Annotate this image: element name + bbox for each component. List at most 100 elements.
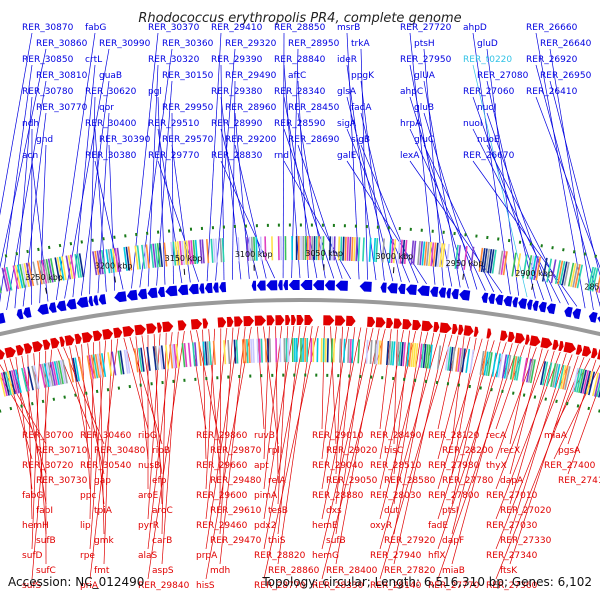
- gene-label: bisC: [384, 446, 403, 456]
- callout-line: [69, 346, 91, 460]
- gene-label: thyX: [486, 461, 507, 471]
- reverse-strand-genes: [0, 315, 600, 360]
- scale-tick-label: 3100 kbp: [235, 250, 273, 259]
- gene-label: RER_26640: [540, 39, 592, 49]
- gene-label: fmt: [94, 566, 110, 576]
- gene-label: sigB: [351, 135, 370, 145]
- gene-label: sufD: [22, 551, 43, 561]
- gene-label: RER_28950: [288, 39, 340, 49]
- gene-label: RER_27060: [463, 87, 515, 97]
- gene-label: RER_28860: [268, 566, 320, 576]
- gene-label: RER_28140: [370, 581, 422, 591]
- callout-line: [215, 48, 236, 281]
- gene-label: crtL: [85, 55, 102, 65]
- callout-line: [135, 336, 149, 460]
- gene-label: gnd: [36, 135, 53, 145]
- gene-label: RER_29470: [210, 536, 262, 546]
- gene-label: ahpC: [400, 87, 423, 97]
- gene-label: RER_28340: [274, 87, 326, 97]
- gene-label: RER_30870: [22, 23, 74, 33]
- gene-label: RER_28510: [370, 461, 422, 471]
- gene-label: RER_27010: [486, 491, 538, 501]
- gene-label: ribG: [138, 431, 157, 441]
- gene-label: RER_28590: [274, 119, 326, 129]
- callout-line: [486, 144, 569, 305]
- gene-label: RER_26410: [526, 87, 578, 97]
- gene-label: ptsH: [414, 39, 435, 49]
- gene-label: RER_26920: [526, 55, 578, 65]
- callout-line: [360, 144, 419, 284]
- callout-line: [0, 375, 33, 430]
- callout-line: [171, 112, 174, 284]
- gene-label: trkA: [351, 39, 370, 49]
- gene-label: pimA: [254, 491, 278, 501]
- gene-label: RER_29460: [196, 521, 248, 531]
- gene-label: thiS: [268, 536, 286, 546]
- gene-label: ndh: [22, 119, 39, 129]
- gene-label: RER_30380: [85, 151, 137, 161]
- gene-label: RER_29950: [162, 103, 214, 113]
- gene-label: RER_30480: [94, 446, 146, 456]
- gene-label: mdh: [210, 566, 230, 576]
- callout-line: [549, 48, 594, 311]
- callout-line: [335, 328, 380, 565]
- scale-tick: [45, 287, 48, 294]
- gene-label: RER_30720: [22, 461, 74, 471]
- scale-tick-label: 2850 kbp: [584, 283, 600, 292]
- gene-label: RER_30990: [99, 39, 151, 49]
- gene-label: efp: [152, 476, 167, 486]
- gene-label: RER_30320: [148, 55, 200, 65]
- gene-label: lip: [80, 521, 91, 531]
- forward-cog-band: [0, 235, 600, 293]
- gene-label: recA: [486, 431, 507, 441]
- callout-line: [206, 32, 222, 282]
- scale-tick-label: 2950 kbp: [446, 259, 484, 268]
- gene-label: RER_28450: [288, 103, 340, 113]
- gene-label: dapF: [442, 536, 464, 546]
- gene-label: RER_28880: [312, 491, 364, 501]
- gene-label: RER_29200: [225, 135, 277, 145]
- gene-label: RER_30860: [36, 39, 88, 49]
- callout-line: [451, 343, 513, 565]
- callout-line: [89, 96, 96, 295]
- gene-label: aspS: [152, 566, 174, 576]
- callout-line: [161, 332, 167, 535]
- gene-label: RER_29050: [326, 476, 378, 486]
- gene-label: ideR: [337, 55, 357, 65]
- callout-line: [509, 355, 579, 565]
- gene-label: carB: [152, 536, 172, 546]
- callout-line: [27, 354, 33, 520]
- callout-line: [171, 144, 191, 283]
- gene-label: RER_29020: [326, 446, 378, 456]
- callout-line: [472, 64, 528, 298]
- gene-label: RER_30390: [99, 135, 151, 145]
- callout-line: [486, 48, 520, 296]
- gene-label: RER_27330: [500, 536, 552, 546]
- gene-label: RER_30810: [36, 71, 88, 81]
- gene-label: apt: [254, 461, 269, 471]
- gene-label: RER_29600: [196, 491, 248, 501]
- backbone-ring: [0, 298, 600, 337]
- scale-tick: [462, 273, 465, 280]
- callout-line: [283, 128, 335, 279]
- gene-label: nuoE: [477, 135, 500, 145]
- callout-line: [509, 350, 555, 505]
- gene-label: rplI: [268, 446, 283, 456]
- callout-line: [220, 96, 242, 280]
- callout-line: [263, 325, 307, 550]
- gene-label: RER_27920: [384, 536, 436, 546]
- callout-line: [409, 160, 503, 294]
- callout-line: [509, 346, 531, 445]
- gene-label: sufB: [326, 536, 346, 546]
- callout-line: [257, 326, 265, 430]
- gene-label: hemG: [312, 551, 339, 561]
- scale-tick: [114, 276, 116, 283]
- callout-line: [205, 328, 216, 490]
- gene-label: dxs: [326, 506, 342, 516]
- scale-tick-label: 2900 kbp: [515, 269, 553, 278]
- callout-line: [277, 326, 313, 565]
- gene-label: RER_30360: [162, 39, 214, 49]
- gene-label: RER_30460: [80, 431, 132, 441]
- gene-label: RER_28990: [211, 119, 263, 129]
